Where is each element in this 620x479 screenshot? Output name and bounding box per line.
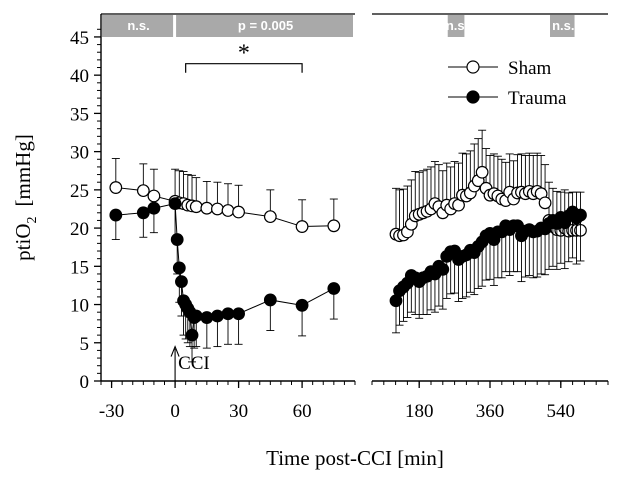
- trauma-data-point: [171, 234, 183, 246]
- y-tick-label: 0: [80, 372, 90, 393]
- significance-band-label: n.s.: [127, 18, 149, 33]
- sham-data-point: [296, 221, 308, 233]
- sham-data-point: [233, 206, 245, 218]
- y-tick-label: 10: [70, 296, 89, 317]
- legend-label: Trauma: [508, 88, 567, 109]
- y-tick-label: 5: [80, 334, 90, 355]
- trauma-data-point: [186, 329, 198, 341]
- significance-band-label: p = 0.005: [238, 18, 293, 33]
- trauma-data-point: [190, 310, 202, 322]
- x-tick-label: 60: [293, 401, 312, 422]
- trauma-data-point: [110, 209, 122, 221]
- x-tick-label: -30: [99, 401, 124, 422]
- y-tick-label: 45: [70, 28, 89, 49]
- legend-marker: [467, 91, 479, 103]
- x-tick-label: 360: [476, 401, 505, 422]
- trauma-data-point: [176, 276, 188, 288]
- y-tick-label: 20: [70, 219, 89, 240]
- x-axis-title: Time post-CCI [min]: [266, 446, 444, 470]
- trauma-data-point: [265, 294, 277, 306]
- y-axis-title-subscript: 2: [25, 216, 40, 223]
- legend-label: Sham: [508, 58, 552, 79]
- significance-asterisk: *: [238, 41, 250, 67]
- y-tick-label: 25: [70, 181, 89, 202]
- trauma-data-point: [201, 312, 213, 324]
- trauma-data-point: [138, 207, 150, 219]
- y-axis-title-unit: [mmHg]: [11, 134, 35, 206]
- cci-label: CCI: [178, 353, 210, 374]
- trauma-data-point: [575, 209, 587, 221]
- sham-data-point: [201, 202, 213, 214]
- trauma-data-point: [437, 264, 449, 276]
- trauma-data-point: [148, 202, 160, 214]
- sham-data-point: [476, 166, 488, 178]
- sham-data-point: [148, 190, 160, 202]
- y-axis-title-group: ptiO2 [mmHg]: [11, 134, 40, 261]
- significance-band-label: n.s.: [552, 18, 574, 33]
- trauma-data-point: [174, 262, 186, 274]
- x-tick-label: 0: [170, 401, 180, 422]
- sham-data-point: [110, 182, 122, 194]
- y-tick-label: 15: [70, 257, 89, 278]
- y-tick-label: 30: [70, 143, 89, 164]
- trauma-data-point: [169, 198, 181, 210]
- sham-data-point: [328, 220, 340, 232]
- x-tick-label: 30: [229, 401, 248, 422]
- x-tick-label: 180: [405, 401, 434, 422]
- legend-marker: [467, 61, 479, 73]
- trauma-data-point: [222, 308, 234, 320]
- sham-data-point: [265, 211, 277, 223]
- sham-data-point: [212, 203, 224, 215]
- trauma-data-point: [212, 310, 224, 322]
- sham-data-point: [222, 205, 234, 217]
- y-axis-title-main: ptiO: [11, 223, 35, 260]
- trauma-data-point: [296, 300, 308, 312]
- sham-data-point: [539, 197, 551, 209]
- significance-band-label: n.s.: [446, 18, 468, 33]
- sham-data-point: [138, 185, 150, 197]
- y-tick-label: 40: [70, 66, 89, 87]
- x-tick-label: 540: [547, 401, 576, 422]
- trauma-data-point: [328, 283, 340, 295]
- y-axis-title: ptiO2 [mmHg]: [11, 134, 40, 261]
- y-tick-label: 35: [70, 104, 89, 125]
- trauma-data-point: [233, 308, 245, 320]
- sham-data-point: [190, 201, 202, 213]
